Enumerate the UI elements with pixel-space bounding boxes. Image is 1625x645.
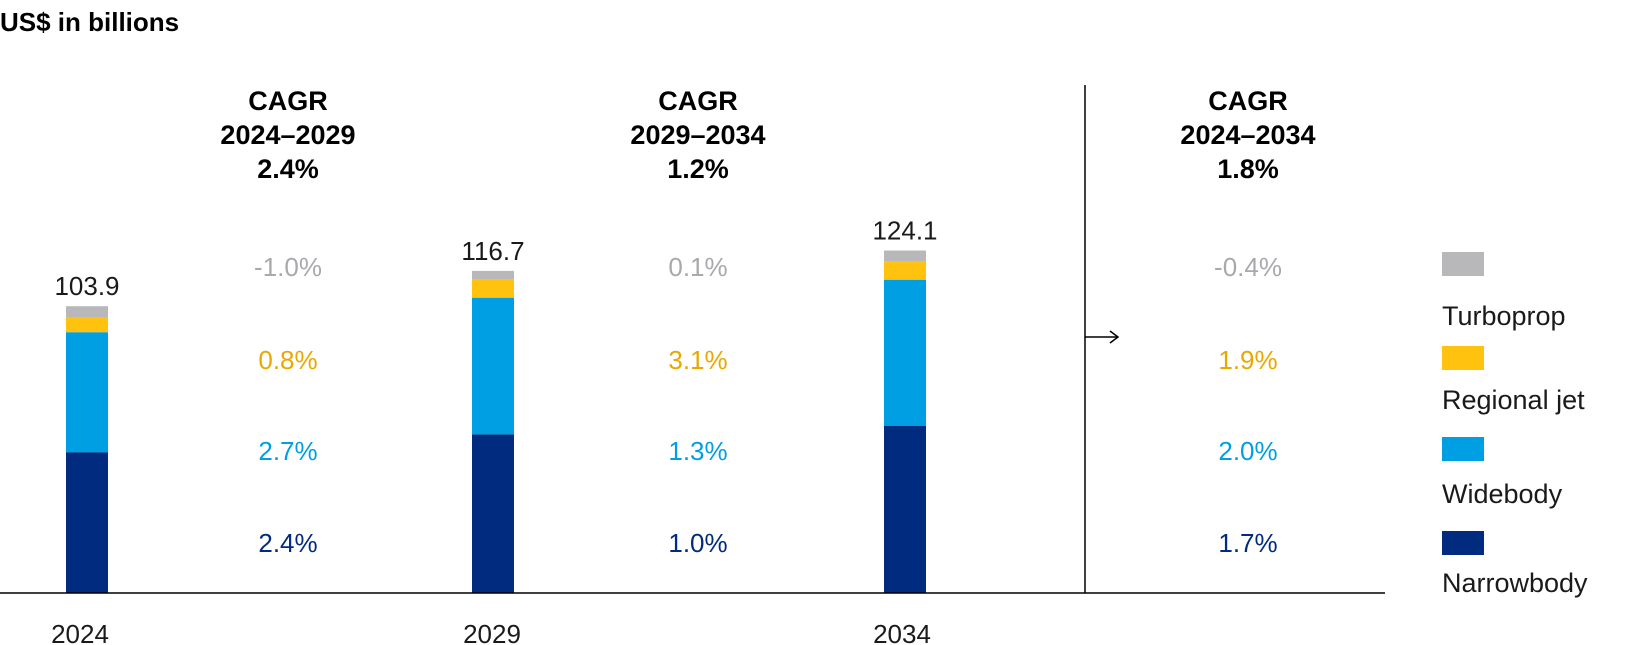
total-label-2024: 103.9 [54, 271, 119, 301]
bar-turboprop-2024 [66, 306, 108, 317]
bars-group [66, 250, 926, 593]
cagr-panel-2-title-line-1: CAGR [658, 86, 738, 116]
legend: Turboprop Regional jet Widebody Narrowbody [1442, 252, 1588, 598]
legend-swatch-regional-jet [1442, 346, 1484, 370]
cagr-panels-group: CAGR 2024–2029 2.4% -1.0% 0.8% 2.7% 2.4% CAGR 20… [220, 86, 1315, 558]
cagr-panel-1-title-line-1: CAGR [248, 86, 328, 116]
bar-widebody-2029 [472, 297, 514, 435]
x-tick-label-2034: 2034 [873, 619, 931, 645]
bar-regional-jet-2034 [884, 261, 926, 280]
cagr-panel-2-title-line-3: 1.2% [667, 154, 729, 184]
legend-label-widebody: Widebody [1442, 479, 1563, 509]
arrow-icon [1085, 330, 1120, 344]
legend-label-turboprop: Turboprop [1442, 301, 1566, 331]
bar-narrowbody-2024 [66, 452, 108, 593]
legend-label-regional-jet: Regional jet [1442, 385, 1585, 415]
x-tick-label-2024: 2024 [51, 619, 109, 645]
bar-widebody-2024 [66, 332, 108, 453]
bar-narrowbody-2029 [472, 434, 514, 593]
cagr-panel-3-rate-turboprop: -0.4% [1214, 252, 1282, 282]
cagr-panel-2-rate-turboprop: 0.1% [668, 252, 727, 282]
total-label-2034: 124.1 [872, 216, 937, 246]
legend-swatch-turboprop [1442, 252, 1484, 276]
cagr-panel-1-title-line-2: 2024–2029 [220, 120, 355, 150]
cagr-panel-3-title-line-1: CAGR [1208, 86, 1288, 116]
totals-group: 103.9 116.7 124.1 [54, 216, 937, 302]
year-labels-group: 2024 2029 2034 [51, 619, 931, 645]
bar-narrowbody-2034 [884, 426, 926, 593]
cagr-panel-2-rate-narrowbody: 1.0% [668, 528, 727, 558]
cagr-panel-1-rate-regional-jet: 0.8% [258, 345, 317, 375]
bar-regional-jet-2029 [472, 279, 514, 298]
cagr-panel-2-rate-widebody: 1.3% [668, 436, 727, 466]
x-tick-label-2029: 2029 [463, 619, 521, 645]
cagr-panel-3-title-line-3: 1.8% [1217, 154, 1279, 184]
cagr-panel-1-title-line-3: 2.4% [257, 154, 319, 184]
bar-regional-jet-2024 [66, 317, 108, 333]
cagr-panel-3-rate-narrowbody: 1.7% [1218, 528, 1277, 558]
bar-turboprop-2034 [884, 250, 926, 262]
cagr-panel-2-title-line-2: 2029–2034 [630, 120, 765, 150]
cagr-panel-1-rate-narrowbody: 2.4% [258, 528, 317, 558]
bar-widebody-2034 [884, 279, 926, 426]
total-label-2029: 116.7 [461, 236, 524, 266]
cagr-panel-1-rate-turboprop: -1.0% [254, 252, 322, 282]
unit-label: US$ in billions [0, 7, 179, 37]
bar-turboprop-2029 [472, 270, 514, 280]
cagr-panel-3-rate-regional-jet: 1.9% [1218, 345, 1277, 375]
legend-label-narrowbody: Narrowbody [1442, 568, 1588, 598]
legend-swatch-narrowbody [1442, 531, 1484, 555]
legend-swatch-widebody [1442, 437, 1484, 461]
cagr-panel-2-rate-regional-jet: 3.1% [668, 345, 727, 375]
cagr-panel-1-rate-widebody: 2.7% [258, 436, 317, 466]
cagr-panel-3-rate-widebody: 2.0% [1218, 436, 1277, 466]
cagr-panel-3-title-line-2: 2024–2034 [1180, 120, 1315, 150]
